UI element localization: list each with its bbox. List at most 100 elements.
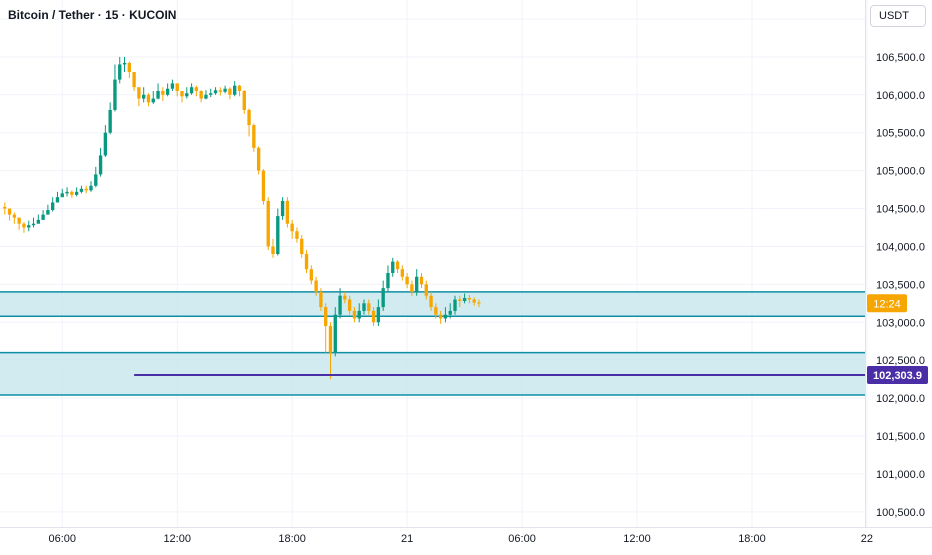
time-tick-label: 12:00 [163,533,191,545]
price-tick-label: 105,500.0 [876,128,925,140]
candle-body [223,88,227,92]
candle-body [395,261,400,270]
price-tick-label: 101,500.0 [876,431,925,443]
candle-body [367,303,371,311]
candle-body [424,284,428,296]
candle-body [405,276,409,285]
countdown-label: 12:24 [873,298,901,310]
candle-body [31,223,36,226]
candle-body [295,231,299,239]
time-tick-label: 06:00 [508,533,536,545]
candle-body [89,185,93,191]
candle-body [70,191,74,195]
level-price-label: 102,303.9 [873,370,922,382]
candle-body [36,219,40,224]
candle-body [247,109,251,126]
candle-body [415,276,419,292]
price-tick-label: 103,500.0 [876,279,925,291]
candle-body [151,98,155,103]
time-tick-label: 21 [401,533,413,545]
candle-body [443,314,448,319]
candle-body [429,295,433,308]
candle-body [185,93,189,97]
price-tick-label: 101,000.0 [876,469,925,481]
time-tick-label: 06:00 [48,533,76,545]
price-tick-label: 106,000.0 [876,90,925,102]
price-tick-label: 105,000.0 [876,166,925,178]
candle-body [266,200,270,247]
candle-body [137,87,141,99]
candle-body [261,170,266,201]
candle-body [362,303,366,311]
candle-body [180,90,184,97]
candle-body [161,90,165,95]
candle-body [252,125,256,148]
candle-body [467,298,472,300]
candle-body [122,62,127,65]
candle-body [477,302,481,304]
price-tick-label: 106,500.0 [876,52,925,64]
candle-body [118,64,122,80]
time-tick-label: 18:00 [738,533,766,545]
candle-body [256,147,261,171]
candle-body [328,326,333,353]
candle-body [204,94,208,99]
symbol-title: Bitcoin / Tether · 15 · KUCOIN [8,8,177,22]
candle-body [79,188,84,192]
candle-body [74,191,79,195]
candle-body [391,261,395,273]
candle-body [46,210,50,215]
candle-body [352,310,357,319]
price-zone [0,352,865,396]
candle-body [218,90,222,92]
candle-body [347,299,352,311]
support-resistance-zones [0,291,865,396]
candle-body [170,83,175,89]
candle-body [233,85,237,95]
candle-body [65,191,69,194]
candle-body [142,94,146,99]
candle-body [434,307,438,315]
candle-body [472,299,476,303]
candlestick-series [3,56,481,380]
candle-body [7,208,12,215]
candle-body [458,299,462,302]
candle-body [462,298,467,302]
candle-body [194,87,199,91]
candle-body [199,90,203,99]
candle-body [108,109,112,133]
candle-body [319,291,323,308]
candle-body [381,288,385,308]
candle-body [410,284,414,292]
candle-body [103,132,108,156]
candle-body [165,88,170,95]
candle-body [17,217,21,224]
candle-body [285,200,290,224]
candle-body [175,83,179,91]
candle-body [304,254,309,270]
currency-selector[interactable]: USDT [870,5,926,27]
candle-body [98,155,103,175]
candle-body [60,193,64,198]
level-price-tag [867,366,928,385]
time-tick-label: 18:00 [278,533,306,545]
candle-body [127,62,131,73]
candle-body [156,90,160,99]
candle-body [209,93,213,95]
candle-body [3,207,7,209]
candle-body [237,85,242,91]
candle-body [94,174,98,186]
countdown-tag [867,294,907,313]
candle-body [290,223,294,232]
candle-body [419,276,424,285]
candle-body [55,197,60,203]
candle-body [113,79,117,110]
candle-body [314,280,318,292]
candle-body [242,90,246,110]
candle-body [324,307,328,327]
candle-body [309,269,313,281]
candle-body [27,225,31,228]
